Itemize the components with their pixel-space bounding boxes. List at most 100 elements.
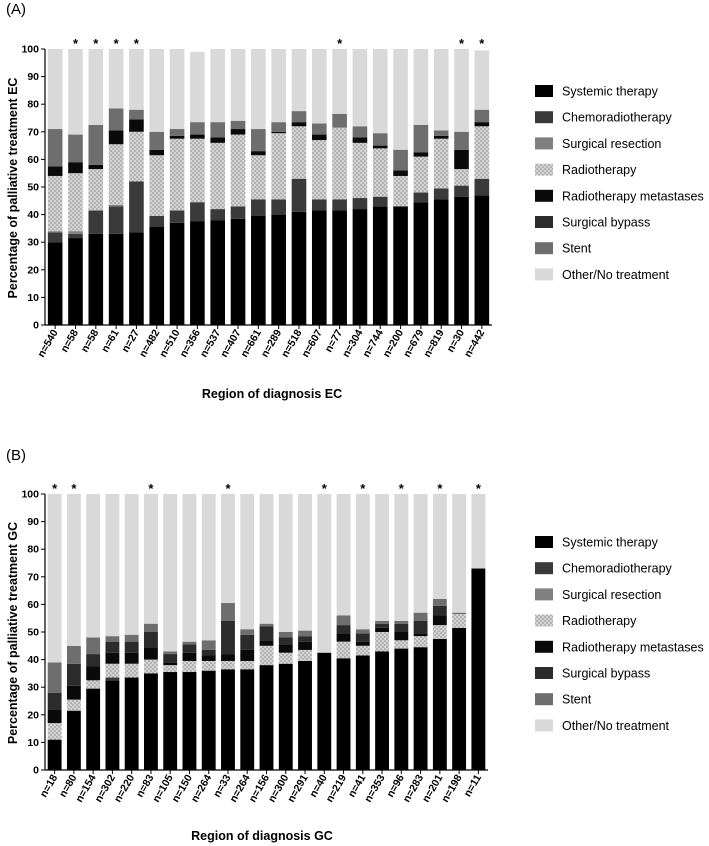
bar-segment: [278, 632, 293, 638]
legend-label: Radiotherapy metastases: [562, 640, 704, 654]
legend-swatch: [535, 562, 553, 575]
bar-segment: [129, 109, 144, 120]
bar-segment: [108, 204, 124, 207]
bar-segment: [210, 209, 226, 221]
bar-segment: [190, 202, 205, 222]
bar-segment: [291, 49, 307, 112]
significance-marker: *: [399, 481, 405, 496]
bar-segment: [271, 214, 286, 325]
significance-marker: *: [52, 481, 58, 496]
bar-segment: [88, 233, 104, 325]
bar-segment: [452, 612, 467, 615]
bar-segment: [355, 633, 370, 642]
bar-segment: [169, 129, 185, 136]
legend-label: Chemoradiotherapy: [562, 111, 673, 125]
bar-segment: [201, 649, 216, 656]
y-tick-label: 10: [27, 737, 39, 749]
bar-segment: [352, 126, 368, 138]
bar-segment: [68, 49, 83, 135]
y-axis-title-b: Percentage of palliative treatment GC: [6, 522, 20, 744]
bar-segment: [86, 637, 101, 655]
x-category-label: n=11: [462, 772, 484, 799]
bar-segment: [221, 494, 235, 604]
bar-segment: [259, 494, 274, 624]
bar-segment: [149, 227, 165, 325]
bar-segment: [413, 633, 428, 637]
bar-segment: [474, 195, 490, 325]
bar-segment: [68, 162, 83, 174]
bar-segment: [372, 196, 388, 207]
x-category-label: n=18: [38, 772, 61, 799]
bar-segment: [394, 648, 409, 770]
bar-segment: [336, 494, 351, 616]
bar-segment: [311, 49, 327, 124]
bar-segment: [372, 49, 388, 134]
bar-segment: [66, 645, 81, 664]
bar-segment: [311, 199, 327, 211]
bar-segment: [129, 181, 144, 233]
bar-segment: [169, 49, 185, 130]
bar-segment: [474, 109, 490, 123]
bar-segment: [375, 651, 389, 770]
bar-segment: [474, 126, 490, 179]
bar-segment: [278, 637, 293, 645]
bar-segment: [393, 170, 408, 176]
bar-segment: [432, 494, 447, 599]
bar-segment: [240, 649, 255, 661]
bar-segment: [68, 233, 83, 239]
bar-segment: [124, 677, 139, 770]
x-category-label: n=61: [99, 327, 122, 354]
bar-segment: [317, 652, 332, 770]
bar-segment: [393, 149, 408, 171]
bar-segment: [88, 164, 104, 170]
bar-segment: [88, 169, 104, 211]
bar-segment: [68, 231, 83, 234]
y-tick-label: 40: [27, 209, 39, 221]
bar-segment: [454, 185, 469, 197]
bar-segment: [47, 709, 62, 724]
significance-marker: *: [114, 36, 120, 51]
bar-segment: [454, 131, 469, 150]
y-tick-label: 80: [27, 544, 39, 556]
bar-segment: [352, 137, 368, 143]
significance-marker: *: [225, 481, 231, 496]
bar-segment: [413, 156, 429, 193]
bar-segment: [47, 175, 63, 232]
bar-segment: [332, 49, 347, 114]
bar-segment: [105, 641, 120, 653]
bar-segment: [271, 122, 286, 132]
legend-label: Systemic therapy: [562, 536, 659, 550]
bar-segment: [355, 645, 370, 656]
y-tick-label: 0: [33, 765, 39, 777]
x-category-label: n=442: [462, 327, 488, 359]
significance-marker: *: [73, 36, 79, 51]
bar-segment: [124, 634, 139, 642]
bar-segment: [66, 494, 81, 646]
bar-segment: [271, 199, 286, 215]
bar-segment: [471, 494, 486, 569]
bar-segment: [47, 166, 63, 176]
legend-swatch: [535, 667, 553, 679]
bar-segment: [432, 598, 447, 606]
bar-segment: [124, 652, 139, 664]
bar-segment: [144, 659, 158, 674]
panel-label-b: (B): [6, 447, 26, 464]
legend-label: Stent: [562, 242, 592, 256]
legend-swatch: [535, 111, 553, 124]
y-tick-label: 90: [27, 516, 39, 528]
bar-segment: [413, 124, 429, 153]
legend-swatch: [535, 216, 553, 228]
y-tick-label: 50: [27, 182, 39, 194]
significance-marker: *: [322, 481, 328, 496]
bar-segment: [221, 669, 235, 770]
bar-segment: [311, 140, 327, 200]
significance-marker: *: [148, 481, 154, 496]
bar-segment: [336, 641, 351, 659]
legend-swatch: [535, 640, 553, 653]
bar-segment: [230, 218, 246, 325]
bar-segment: [375, 627, 389, 632]
bar-segment: [149, 131, 165, 150]
bar-segment: [454, 49, 469, 132]
bar-segment: [105, 652, 120, 664]
